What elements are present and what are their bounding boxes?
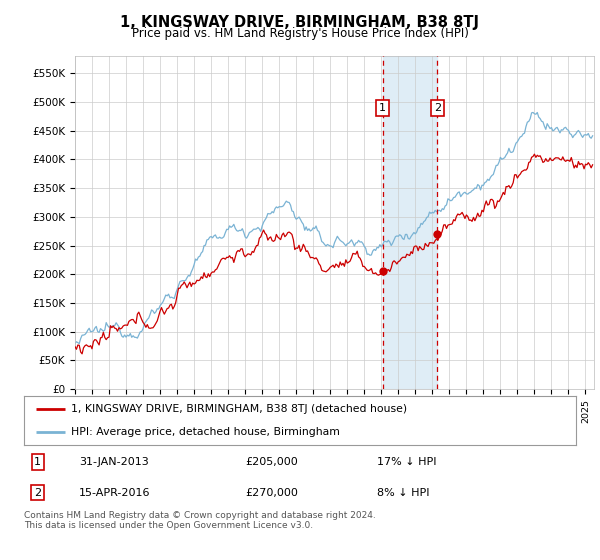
Text: 8% ↓ HPI: 8% ↓ HPI [377, 488, 430, 498]
Text: 31-JAN-2013: 31-JAN-2013 [79, 457, 149, 467]
Text: 1: 1 [34, 457, 41, 467]
Text: £205,000: £205,000 [245, 457, 298, 467]
Text: 1: 1 [379, 102, 386, 113]
Text: 15-APR-2016: 15-APR-2016 [79, 488, 151, 498]
Text: 1, KINGSWAY DRIVE, BIRMINGHAM, B38 8TJ (detached house): 1, KINGSWAY DRIVE, BIRMINGHAM, B38 8TJ (… [71, 404, 407, 414]
Text: 1, KINGSWAY DRIVE, BIRMINGHAM, B38 8TJ: 1, KINGSWAY DRIVE, BIRMINGHAM, B38 8TJ [121, 15, 479, 30]
Text: HPI: Average price, detached house, Birmingham: HPI: Average price, detached house, Birm… [71, 427, 340, 437]
Text: 17% ↓ HPI: 17% ↓ HPI [377, 457, 437, 467]
Text: Contains HM Land Registry data © Crown copyright and database right 2024.
This d: Contains HM Land Registry data © Crown c… [24, 511, 376, 530]
Text: 2: 2 [34, 488, 41, 498]
Bar [383, 56, 437, 389]
Text: Price paid vs. HM Land Registry's House Price Index (HPI): Price paid vs. HM Land Registry's House … [131, 27, 469, 40]
Text: 2: 2 [434, 102, 441, 113]
Text: £270,000: £270,000 [245, 488, 298, 498]
